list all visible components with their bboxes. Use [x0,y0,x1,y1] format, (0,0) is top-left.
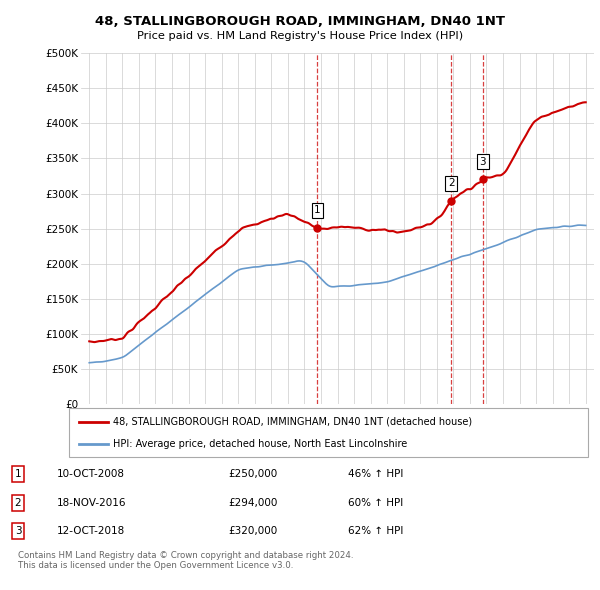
Text: 2: 2 [448,178,455,188]
Text: £250,000: £250,000 [228,470,277,479]
Text: Price paid vs. HM Land Registry's House Price Index (HPI): Price paid vs. HM Land Registry's House … [137,31,463,41]
Text: 3: 3 [14,526,22,536]
Text: HPI: Average price, detached house, North East Lincolnshire: HPI: Average price, detached house, Nort… [113,439,407,449]
Text: 60% ↑ HPI: 60% ↑ HPI [348,498,403,507]
Text: 1: 1 [314,205,321,215]
FancyBboxPatch shape [69,408,588,457]
Text: 1: 1 [14,470,22,479]
Text: 2: 2 [14,498,22,507]
Text: 18-NOV-2016: 18-NOV-2016 [57,498,127,507]
Text: £294,000: £294,000 [228,498,277,507]
Text: 10-OCT-2008: 10-OCT-2008 [57,470,125,479]
Text: 48, STALLINGBOROUGH ROAD, IMMINGHAM, DN40 1NT (detached house): 48, STALLINGBOROUGH ROAD, IMMINGHAM, DN4… [113,417,472,427]
Text: Contains HM Land Registry data © Crown copyright and database right 2024.
This d: Contains HM Land Registry data © Crown c… [18,551,353,571]
Text: 3: 3 [479,157,486,167]
Text: £320,000: £320,000 [228,526,277,536]
Text: 48, STALLINGBOROUGH ROAD, IMMINGHAM, DN40 1NT: 48, STALLINGBOROUGH ROAD, IMMINGHAM, DN4… [95,15,505,28]
Text: 62% ↑ HPI: 62% ↑ HPI [348,526,403,536]
Text: 46% ↑ HPI: 46% ↑ HPI [348,470,403,479]
Text: 12-OCT-2018: 12-OCT-2018 [57,526,125,536]
